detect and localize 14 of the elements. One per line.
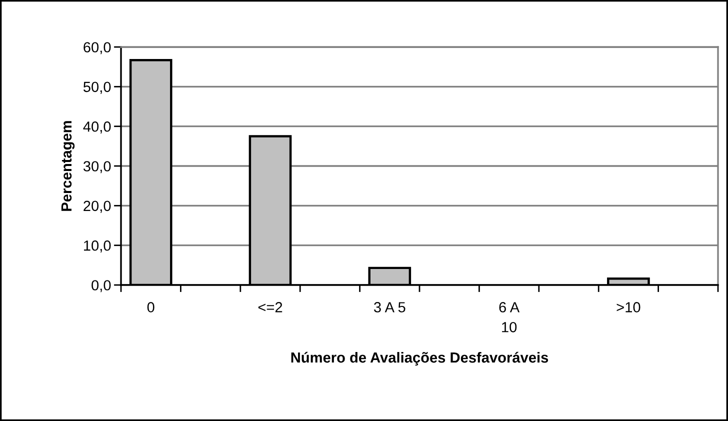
x-tick-label: 0 [147, 302, 154, 312]
x-tick-label: <=2 [258, 302, 282, 312]
x-tick-label: 6 A 10 [499, 302, 520, 332]
x-tick-label: 3 A 5 [374, 302, 406, 312]
y-tick-label: 10,0 [84, 240, 111, 252]
y-tick-label: 60,0 [84, 42, 111, 54]
y-tick-label: 20,0 [84, 200, 111, 213]
y-tick-label: 40,0 [83, 121, 111, 134]
x-axis-title: Número de Avaliações Desfavoráveis [291, 352, 548, 366]
y-tick-label: 0,0 [92, 280, 111, 292]
y-tick-label: 50,0 [83, 82, 111, 94]
y-tick-label: 30,0 [83, 161, 111, 174]
x-tick-label: >10 [616, 302, 640, 312]
y-axis-title: Percentagem [61, 121, 75, 211]
